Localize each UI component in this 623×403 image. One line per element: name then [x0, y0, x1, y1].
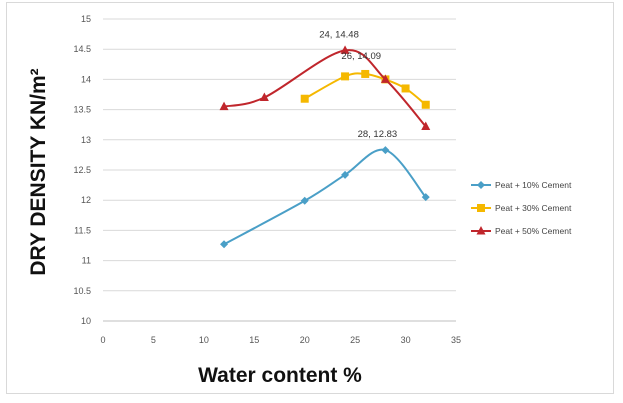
data-point	[259, 92, 269, 102]
series-line	[223, 49, 427, 128]
data-labels: 24, 14.48 26, 14.09 28, 12.83	[319, 29, 397, 140]
series-1	[220, 146, 430, 249]
y-tick-label: 15	[81, 14, 91, 24]
y-tick-label: 14	[81, 74, 91, 84]
legend-marker	[477, 204, 485, 212]
x-tick-label: 5	[151, 335, 156, 345]
y-tick-label: 12.5	[73, 165, 91, 175]
y-tick-label: 14.5	[73, 44, 91, 54]
y-tick-label: 11	[82, 256, 91, 266]
data-point	[219, 101, 229, 111]
y-axis-ticks: 10 10.5 11 11.5 12 12.5 13 13.5 14 14.5 15	[73, 14, 91, 326]
data-point	[380, 74, 390, 83]
x-tick-label: 0	[100, 335, 105, 345]
data-point	[421, 193, 430, 202]
series-2	[300, 69, 430, 109]
legend-item: Peat + 30% Cement	[471, 203, 572, 213]
y-tick-label: 10	[81, 316, 91, 326]
data-point	[300, 94, 309, 103]
legend-marker	[476, 226, 486, 235]
y-tick-label: 13	[81, 135, 91, 145]
legend-label: Peat + 30% Cement	[495, 203, 572, 213]
legend: Peat + 10% Cement Peat + 30% Cement Peat +…	[471, 180, 572, 236]
series-group	[219, 45, 431, 249]
y-tick-label: 13.5	[73, 105, 91, 115]
legend-label: Peat + 50% Cement	[495, 226, 572, 236]
data-label: 28, 12.83	[358, 129, 398, 140]
x-tick-label: 20	[300, 335, 310, 345]
data-point	[421, 121, 431, 131]
data-point	[220, 240, 229, 249]
data-point	[421, 100, 430, 109]
data-point	[381, 146, 390, 155]
data-point	[341, 72, 350, 81]
x-axis-title: Water content %	[198, 364, 362, 387]
gridlines	[103, 18, 456, 292]
data-label: 26, 14.09	[341, 51, 381, 62]
legend-label: Peat + 10% Cement	[495, 180, 572, 190]
y-tick-label: 12	[81, 195, 91, 205]
x-tick-label: 15	[249, 335, 259, 345]
legend-item: Peat + 10% Cement	[471, 180, 572, 190]
data-point	[340, 45, 350, 54]
legend-item: Peat + 50% Cement	[471, 226, 572, 236]
legend-marker	[477, 181, 485, 189]
series-3	[219, 45, 431, 131]
x-tick-label: 25	[350, 335, 360, 345]
y-tick-label: 10.5	[73, 286, 91, 296]
y-tick-label: 11.5	[74, 225, 91, 235]
data-point	[361, 69, 370, 78]
y-axis-title: DRY DENSITY KN/m²	[27, 68, 50, 275]
x-tick-label: 30	[401, 335, 411, 345]
data-point	[401, 84, 410, 93]
data-point	[300, 196, 309, 205]
data-point	[341, 170, 350, 179]
x-axis-ticks: 0 5 10 15 20 25 30 35	[100, 335, 461, 345]
x-tick-label: 10	[199, 335, 209, 345]
data-label: 24, 14.48	[319, 29, 359, 40]
x-tick-label: 35	[451, 335, 461, 345]
